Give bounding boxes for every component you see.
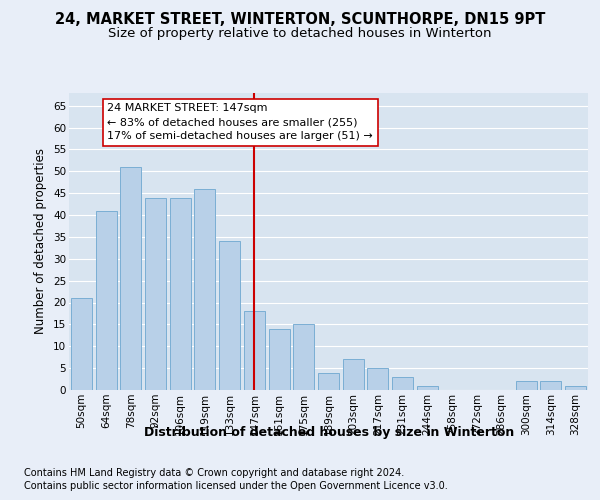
Bar xyxy=(194,188,215,390)
Text: Contains public sector information licensed under the Open Government Licence v3: Contains public sector information licen… xyxy=(24,481,448,491)
Bar xyxy=(541,381,562,390)
Bar xyxy=(516,381,537,390)
Bar xyxy=(269,329,290,390)
Text: 24 MARKET STREET: 147sqm
← 83% of detached houses are smaller (255)
17% of semi-: 24 MARKET STREET: 147sqm ← 83% of detach… xyxy=(107,104,373,142)
Bar xyxy=(71,298,92,390)
Bar xyxy=(343,360,364,390)
Text: Contains HM Land Registry data © Crown copyright and database right 2024.: Contains HM Land Registry data © Crown c… xyxy=(24,468,404,477)
Text: Distribution of detached houses by size in Winterton: Distribution of detached houses by size … xyxy=(143,426,514,439)
Bar xyxy=(293,324,314,390)
Bar xyxy=(95,210,116,390)
Bar xyxy=(219,242,240,390)
Bar xyxy=(417,386,438,390)
Bar xyxy=(145,198,166,390)
Bar xyxy=(565,386,586,390)
Text: 24, MARKET STREET, WINTERTON, SCUNTHORPE, DN15 9PT: 24, MARKET STREET, WINTERTON, SCUNTHORPE… xyxy=(55,12,545,28)
Bar xyxy=(244,311,265,390)
Bar xyxy=(392,377,413,390)
Bar xyxy=(367,368,388,390)
Bar xyxy=(170,198,191,390)
Bar xyxy=(318,372,339,390)
Bar xyxy=(120,167,141,390)
Y-axis label: Number of detached properties: Number of detached properties xyxy=(34,148,47,334)
Text: Size of property relative to detached houses in Winterton: Size of property relative to detached ho… xyxy=(108,28,492,40)
